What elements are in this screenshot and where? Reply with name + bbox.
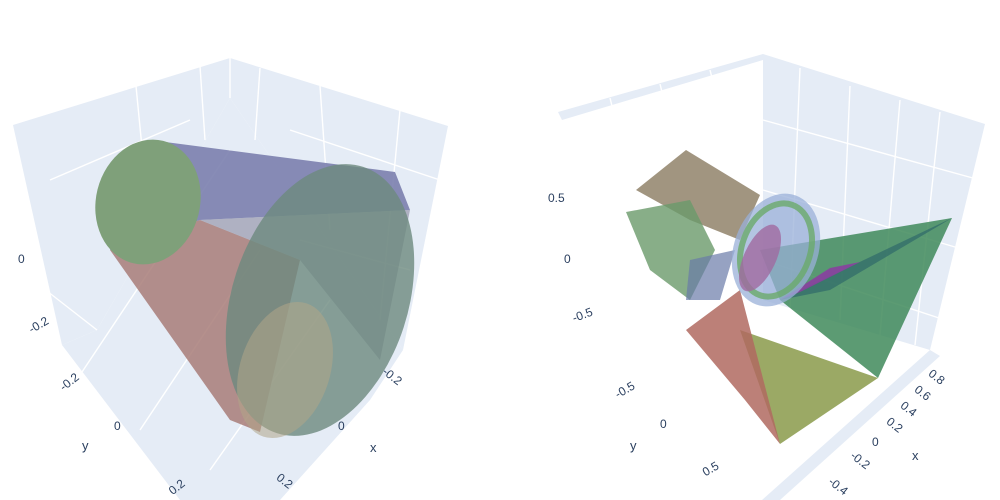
left-y-tick-0: -0.2: [57, 370, 82, 394]
right-x-tick-4: 0: [872, 435, 879, 449]
right-x-title: x: [912, 448, 919, 463]
scene-left[interactable]: 0 -0.2 -0.2 0 0.2 y -0.2 0 0.2 x: [13, 58, 448, 500]
right-blue-shard: [686, 250, 735, 300]
right-x-tick-1: 0.6: [912, 382, 934, 404]
right-purple-sliver: [780, 262, 860, 300]
right-y-title: y: [630, 438, 637, 453]
right-y-tick-1: 0: [660, 417, 667, 431]
left-frustum-large-cap-shade: [237, 301, 333, 439]
right-x-tick-0: 0.8: [926, 366, 948, 388]
right-torus-rim: [737, 200, 815, 300]
left-z-tick-1: -0.2: [26, 313, 51, 336]
right-x-tick-6: -0.4: [826, 474, 851, 498]
right-y-tick-2: 0.5: [700, 458, 722, 479]
right-x-tick-3: 0.2: [884, 414, 906, 436]
right-x-tick-2: 0.4: [898, 398, 920, 420]
right-floor-strip: [762, 350, 940, 500]
left-frustum-small-cap: [95, 139, 201, 265]
right-torus-hole: [738, 224, 782, 292]
right-z-tick-1: 0: [564, 252, 571, 266]
right-z-tick-0: 0.5: [548, 191, 565, 205]
right-olive-face: [740, 330, 878, 444]
left-z-tick-0: 0: [18, 252, 25, 266]
left-x-title: x: [370, 440, 377, 455]
left-x-tick-1: 0: [338, 419, 345, 433]
right-y-tick-0: -0.5: [612, 378, 637, 401]
left-y-tick-1: 0: [114, 419, 121, 433]
right-x-tick-5: -0.2: [848, 448, 873, 472]
right-red-top: [636, 150, 760, 240]
left-y-title: y: [82, 438, 89, 453]
scene-right[interactable]: 0.5 0 -0.5 -0.5 0 0.5 y 0.8 0.6 0.4 0.2 …: [548, 54, 985, 500]
right-z-tick-2: -0.5: [570, 305, 595, 325]
right-red-block: [686, 290, 780, 444]
